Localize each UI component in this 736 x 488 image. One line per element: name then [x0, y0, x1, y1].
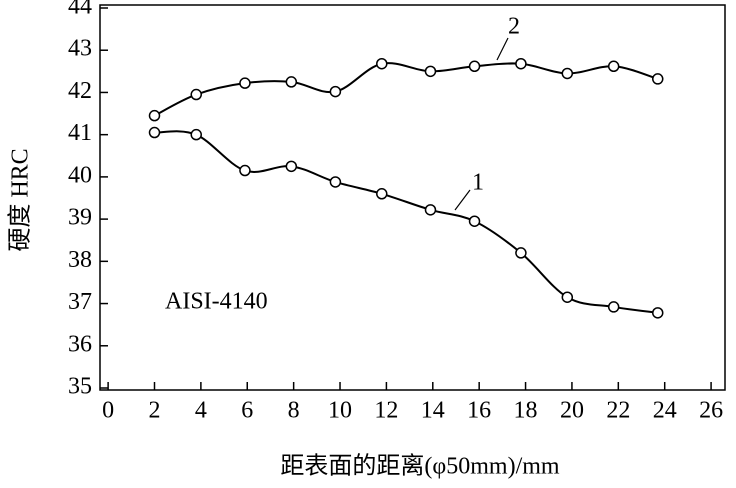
- marker: [561, 291, 574, 303]
- marker: [468, 60, 481, 73]
- marker: [424, 204, 437, 216]
- y-tick-label: 40: [68, 162, 92, 188]
- marker: [190, 128, 202, 141]
- leader-line: [454, 189, 471, 211]
- x-tick-label: 10: [328, 398, 352, 424]
- marker: [285, 76, 298, 88]
- line: [154, 62, 659, 117]
- x-tick-label: 4: [195, 398, 207, 424]
- marker: [376, 57, 388, 70]
- x-tick-label: 16: [467, 398, 491, 424]
- marker: [607, 301, 620, 313]
- marker: [190, 88, 202, 101]
- leader-line: [496, 37, 509, 61]
- x-tick-label: 22: [606, 398, 630, 424]
- x-tick-label: 6: [241, 398, 253, 424]
- marker: [148, 109, 161, 122]
- marker: [561, 67, 574, 80]
- marker: [285, 160, 298, 173]
- x-tick-label: 0: [102, 398, 114, 424]
- marker: [329, 176, 342, 188]
- y-tick-label: 41: [68, 120, 92, 146]
- marker: [468, 215, 481, 227]
- line: [154, 130, 658, 314]
- y-tick-label: 43: [68, 36, 92, 62]
- y-tick-label: 38: [68, 247, 92, 273]
- marker: [651, 73, 664, 85]
- x-tick-label: 18: [514, 398, 538, 424]
- marker: [515, 247, 527, 259]
- x-tick-label: 20: [560, 398, 584, 424]
- x-tick-label: 24: [653, 398, 677, 424]
- series-label: 2: [508, 14, 520, 40]
- marker: [607, 60, 620, 73]
- y-tick-label: 42: [68, 78, 92, 104]
- x-axis-label: 距表面的距离(φ50mm)/mm: [280, 453, 560, 480]
- y-tick-label: 35: [68, 374, 92, 400]
- x-tick-label: 2: [148, 398, 160, 424]
- y-tick-label: 37: [68, 289, 92, 315]
- marker: [424, 65, 437, 78]
- x-tick-label: 12: [374, 398, 398, 424]
- y-tick-label: 36: [68, 331, 92, 357]
- x-tick-label: 14: [421, 398, 445, 424]
- series-label: 1: [472, 170, 484, 196]
- plot-frame: [99, 4, 726, 391]
- y-tick-label: 44: [68, 0, 92, 20]
- marker: [376, 188, 388, 200]
- x-tick-label: 8: [288, 398, 300, 424]
- marker: [239, 164, 251, 177]
- marker: [239, 77, 251, 89]
- y-axis-label: 硬度 HRC: [7, 148, 34, 251]
- marker: [515, 57, 527, 70]
- marker: [329, 85, 342, 98]
- x-tick-label: 26: [699, 398, 723, 424]
- y-tick-label: 39: [68, 205, 92, 231]
- annotation: AISI-4140: [165, 289, 268, 315]
- marker: [651, 307, 664, 319]
- marker: [148, 126, 161, 139]
